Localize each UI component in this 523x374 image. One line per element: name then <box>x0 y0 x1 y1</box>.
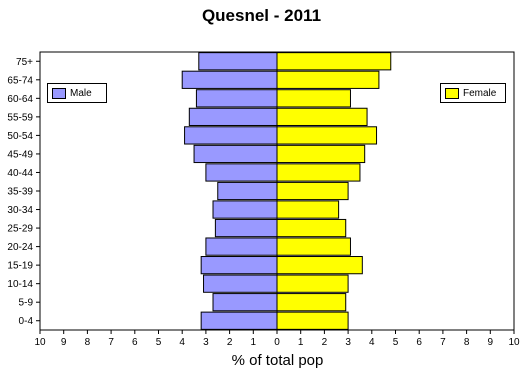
y-tick-label: 45-49 <box>7 149 33 160</box>
y-tick-label: 35-39 <box>7 187 33 198</box>
bar-female-0-4 <box>276 311 349 330</box>
bar-male-0-4 <box>200 311 278 330</box>
bar-female-40-44 <box>276 163 361 182</box>
legend-male-swatch <box>52 87 66 99</box>
legend-female-label: Female <box>463 87 497 99</box>
x-tick-label: 4 <box>179 337 185 348</box>
x-tick-label: 10 <box>34 337 46 348</box>
bar-male-55-59 <box>188 107 278 126</box>
y-tick-label: 25-29 <box>7 224 33 235</box>
x-tick-label: 7 <box>440 337 446 348</box>
bar-male-45-49 <box>193 144 278 164</box>
legend-female-swatch <box>445 87 459 99</box>
bar-female-35-39 <box>276 181 349 201</box>
y-tick-label: 55-59 <box>7 112 33 123</box>
bar-male-20-24 <box>205 237 278 256</box>
y-tick-label: 30-34 <box>7 205 33 216</box>
y-tick-label: 40-44 <box>7 168 33 179</box>
bar-female-10-14 <box>276 274 349 293</box>
x-tick-label: 6 <box>132 337 138 348</box>
bar-female-60-64 <box>276 89 351 108</box>
x-tick-label: 2 <box>322 337 328 348</box>
bar-male-30-34 <box>212 200 278 219</box>
bar-male-75+ <box>198 52 278 71</box>
x-tick-label: 9 <box>61 337 67 348</box>
x-axis-label: % of total pop <box>231 352 324 369</box>
x-tick-label: 8 <box>85 337 91 348</box>
bar-female-45-49 <box>276 144 366 164</box>
x-tick-label: 9 <box>488 337 494 348</box>
y-tick-label: 0-4 <box>19 316 34 327</box>
bar-male-35-39 <box>217 181 278 201</box>
y-tick-label: 15-19 <box>7 261 33 272</box>
bar-male-5-9 <box>212 293 278 312</box>
bar-male-40-44 <box>205 163 278 182</box>
bar-female-50-54 <box>276 126 378 145</box>
bar-male-50-54 <box>184 126 278 145</box>
bar-female-20-24 <box>276 237 351 256</box>
y-tick-label: 50-54 <box>7 131 33 142</box>
x-tick-label: 3 <box>345 337 351 348</box>
x-tick-label: 1 <box>298 337 304 348</box>
chart-title: Quesnel - 2011 <box>201 6 322 25</box>
x-tick-label: 3 <box>203 337 209 348</box>
bar-female-65-74 <box>276 70 380 89</box>
y-tick-label: 5-9 <box>19 298 34 309</box>
x-tick-label: 0 <box>274 337 280 348</box>
y-tick-label: 20-24 <box>7 242 33 253</box>
x-tick-label: 5 <box>393 337 399 348</box>
bar-female-15-19 <box>276 256 363 275</box>
y-tick-label: 60-64 <box>7 94 33 105</box>
x-tick-label: 5 <box>156 337 162 348</box>
bar-female-55-59 <box>276 107 368 126</box>
legend-male-label: Male <box>70 87 92 99</box>
x-tick-label: 10 <box>508 337 520 348</box>
bar-female-25-29 <box>276 218 347 238</box>
x-tick-label: 4 <box>369 337 375 348</box>
legend-female: Female <box>440 83 506 103</box>
y-tick-label: 75+ <box>16 57 33 68</box>
bar-male-65-74 <box>181 70 278 89</box>
bar-male-25-29 <box>214 218 278 238</box>
x-tick-label: 6 <box>416 337 422 348</box>
bar-male-15-19 <box>200 256 278 275</box>
legend-male: Male <box>47 83 107 103</box>
x-tick-label: 1 <box>251 337 257 348</box>
bar-female-75+ <box>276 52 392 71</box>
bar-female-5-9 <box>276 293 347 312</box>
y-tick-label: 10-14 <box>7 279 33 290</box>
y-tick-label: 65-74 <box>7 75 33 86</box>
x-tick-label: 7 <box>108 337 114 348</box>
bar-male-10-14 <box>203 274 278 293</box>
bar-female-30-34 <box>276 200 340 219</box>
x-tick-label: 8 <box>464 337 470 348</box>
x-tick-label: 2 <box>227 337 233 348</box>
bar-male-60-64 <box>195 89 278 108</box>
